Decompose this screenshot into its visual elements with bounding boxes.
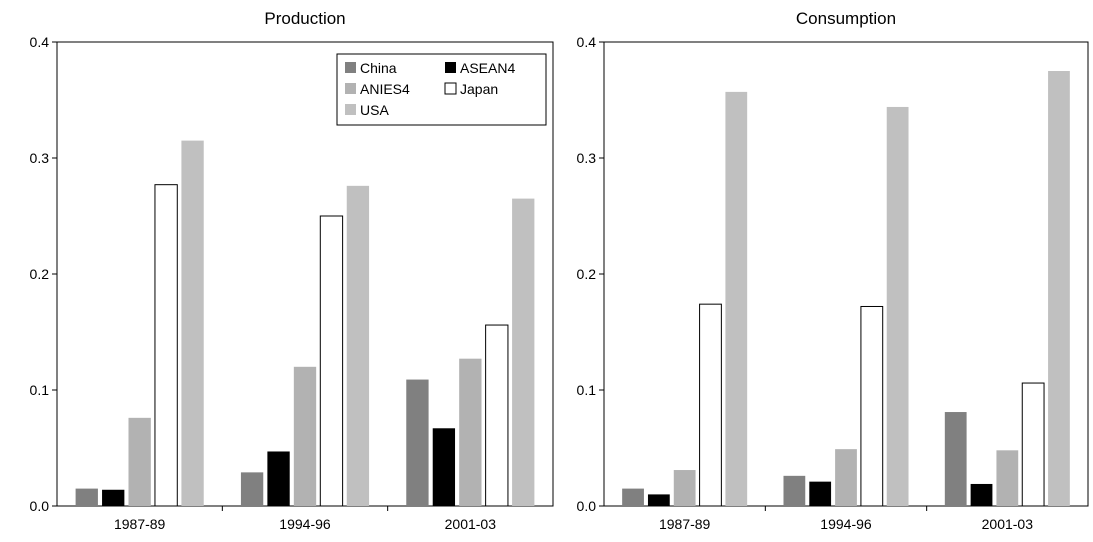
production-y-tick-label: 0.2 (30, 266, 50, 282)
production-bar-asean4-2001-03 (432, 428, 456, 506)
production-y-tick-label: 0.3 (30, 150, 50, 166)
production-bar-japan-2001-03 (485, 324, 509, 507)
production-bar-usa-2001-03 (512, 198, 535, 506)
production-bar-asean4-1987-89 (102, 489, 125, 506)
legend-label-usa: USA (360, 102, 389, 118)
legend-label-japan: Japan (460, 81, 498, 97)
consumption-bar-china-2001-03 (944, 412, 967, 506)
production-bar-usa-1987-89 (181, 140, 204, 506)
consumption-bar-china-1994-96 (783, 475, 806, 506)
production-panel: Production 0.0 0.1 0.2 0.3 0.4 1987-89 1994-96 2… (30, 9, 554, 532)
production-bar-usa-1994-96 (346, 185, 370, 506)
production-y-tick-label: 0.4 (30, 34, 50, 50)
consumption-bar-japan-1994-96 (860, 305, 884, 507)
consumption-bar-anies4-1994-96 (835, 449, 857, 506)
consumption-bar-china-1987-89 (622, 488, 644, 506)
consumption-y-tick-label: 0.1 (577, 382, 597, 398)
consumption-x-tick-label: 2001-03 (982, 516, 1034, 532)
legend-swatch-japan (444, 82, 457, 95)
consumption-y-tick-label: 0.0 (577, 498, 597, 514)
consumption-title: Consumption (796, 9, 896, 28)
production-bar-china-2001-03 (406, 379, 429, 506)
production-legend: China ASEAN4 ANIES4 Japan USA (336, 53, 547, 126)
legend-swatch-china (345, 62, 356, 73)
production-bar-asean4-1994-96 (267, 451, 290, 506)
consumption-bar-usa-2001-03 (1048, 71, 1070, 506)
production-bar-china-1987-89 (75, 488, 98, 506)
consumption-x-tick-label: 1987-89 (659, 516, 711, 532)
production-x-tick-label: 1994-96 (279, 516, 331, 532)
consumption-plot-frame (603, 41, 1089, 507)
production-bar-china-1994-96 (240, 472, 264, 506)
legend-swatch-asean4 (445, 62, 456, 73)
consumption-bar-asean4-2001-03 (970, 483, 993, 506)
production-y-tick-label: 0.1 (30, 382, 50, 398)
consumption-bar-japan-1987-89 (699, 303, 722, 507)
consumption-y-tick-label: 0.4 (577, 34, 597, 50)
consumption-bar-asean4-1994-96 (809, 481, 832, 506)
legend-label-anies4: ANIES4 (360, 81, 410, 97)
legend-swatch-usa (345, 104, 356, 115)
production-bar-japan-1994-96 (319, 215, 344, 507)
production-bar-japan-1987-89 (154, 184, 178, 507)
consumption-x-tick-label: 1994-96 (820, 516, 872, 532)
consumption-y-tick-label: 0.2 (577, 266, 597, 282)
consumption-y-tick-label: 0.3 (577, 150, 597, 166)
legend-box (336, 53, 547, 126)
production-bar-anies4-1987-89 (128, 417, 151, 506)
consumption-bar-usa-1994-96 (886, 106, 909, 507)
production-bar-anies4-1994-96 (293, 366, 317, 506)
consumption-panel: Consumption 0.0 0.1 0.2 0.3 0.4 1987-89 1994-96… (577, 9, 1089, 532)
production-x-tick-label: 2001-03 (445, 516, 497, 532)
legend-label-china: China (360, 60, 397, 76)
production-title: Production (264, 9, 345, 28)
production-bar-anies4-2001-03 (459, 358, 482, 506)
consumption-bar-japan-2001-03 (1021, 382, 1045, 507)
legend-swatch-anies4 (345, 83, 356, 94)
consumption-bar-anies4-1987-89 (673, 470, 696, 506)
consumption-bar-anies4-2001-03 (996, 450, 1019, 506)
production-x-tick-label: 1987-89 (114, 516, 166, 532)
consumption-bar-usa-1987-89 (725, 91, 748, 506)
legend-label-asean4: ASEAN4 (460, 60, 515, 76)
consumption-bar-asean4-1987-89 (647, 494, 670, 506)
production-y-tick-label: 0.0 (30, 498, 50, 514)
